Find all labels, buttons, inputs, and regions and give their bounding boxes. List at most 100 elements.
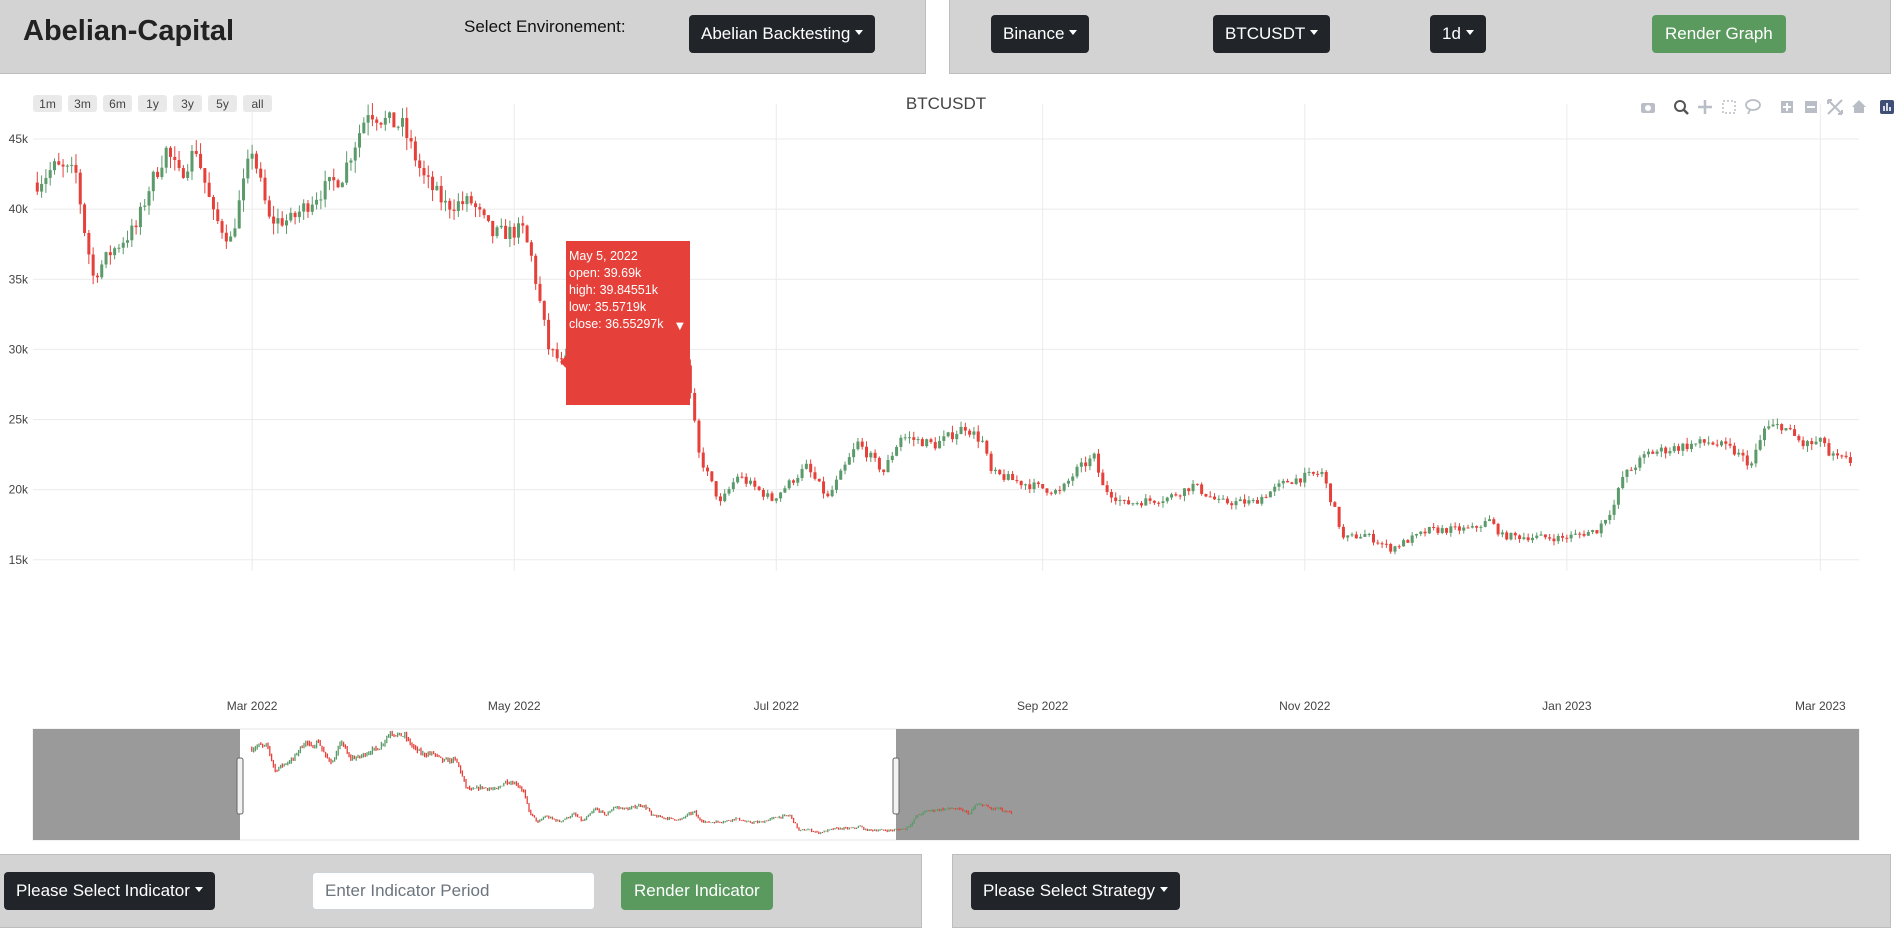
x-tick-label: May 2022	[488, 699, 541, 713]
autoscale-icon[interactable]	[1827, 99, 1843, 115]
indicator-panel: Please Select Indicator Render Indicator	[0, 854, 922, 928]
candle	[1393, 545, 1397, 555]
candle	[1780, 423, 1784, 435]
candle	[1655, 449, 1659, 457]
candle	[1492, 517, 1496, 525]
candle	[276, 208, 280, 234]
indicator-dropdown[interactable]: Please Select Indicator	[4, 872, 215, 910]
candle	[1827, 438, 1831, 457]
camera-icon[interactable]	[1641, 103, 1655, 113]
interval-dropdown[interactable]: 1d	[1430, 15, 1486, 53]
candle	[1487, 515, 1492, 522]
candle	[482, 208, 486, 219]
candle	[289, 207, 293, 223]
strategy-dropdown[interactable]: Please Select Strategy	[971, 872, 1180, 910]
candle	[293, 211, 297, 225]
range-slider-right-handle[interactable]	[892, 757, 900, 815]
candle	[1728, 438, 1732, 449]
candle	[1732, 442, 1736, 456]
candle	[1221, 494, 1225, 500]
range-button-3y[interactable]: 3y	[173, 95, 202, 112]
range-button-3m[interactable]: 3m	[68, 95, 97, 112]
candle	[920, 437, 924, 447]
range-button-1m[interactable]: 1m	[33, 95, 62, 112]
candle	[1376, 539, 1380, 545]
zoom-icon[interactable]	[1674, 100, 1689, 115]
candle	[1088, 455, 1092, 471]
zoom-in-icon[interactable]	[1781, 101, 1793, 113]
candle	[1548, 533, 1552, 541]
range-button-all[interactable]: all	[243, 95, 272, 112]
candle	[78, 168, 82, 214]
pair-dropdown[interactable]: BTCUSDT	[1213, 15, 1331, 53]
candle	[830, 485, 834, 498]
render-graph-button[interactable]: Render Graph	[1652, 15, 1786, 53]
candle	[1720, 440, 1724, 448]
environment-dropdown-label: Abelian Backtesting	[701, 24, 851, 43]
render-indicator-button[interactable]: Render Indicator	[621, 872, 773, 910]
range-slider[interactable]	[32, 728, 1860, 841]
candle	[474, 200, 478, 218]
y-tick-label: 35k	[9, 272, 29, 286]
candle	[1599, 520, 1603, 538]
candle	[100, 260, 104, 280]
candle	[955, 430, 959, 445]
plotly-logo-icon[interactable]	[1880, 100, 1894, 114]
candle	[890, 451, 894, 463]
candle	[1298, 478, 1302, 487]
candle	[151, 170, 155, 201]
range-slider-mini-chart	[251, 730, 896, 835]
candle	[242, 168, 246, 212]
candle	[491, 220, 495, 244]
candle	[1561, 532, 1565, 542]
candle	[220, 218, 224, 239]
range-button-5y[interactable]: 5y	[208, 95, 237, 112]
candle	[865, 441, 869, 462]
box-select-icon[interactable]	[1722, 100, 1736, 114]
candle	[1122, 499, 1126, 505]
candle	[1071, 473, 1075, 486]
candle	[405, 107, 409, 151]
candle	[1440, 525, 1444, 535]
candle	[1268, 490, 1272, 498]
candlestick-chart[interactable]: 15k 20k 25k 30k 35k 40k 45k Mar 2022 May 2022 Ju…	[0, 76, 1903, 852]
candle	[740, 472, 744, 479]
range-button-label: 1m	[39, 97, 56, 111]
candle	[1058, 485, 1062, 495]
tooltip-decreasing-icon: ▼	[676, 321, 684, 332]
candle	[1311, 471, 1315, 476]
candle	[61, 159, 65, 178]
range-slider-left-handle[interactable]	[236, 757, 244, 815]
candle	[1758, 434, 1762, 451]
environment-dropdown[interactable]: Abelian Backtesting	[689, 15, 876, 53]
candle	[65, 164, 69, 173]
candle	[718, 493, 722, 506]
candle	[121, 237, 125, 255]
candle	[272, 205, 276, 235]
exchange-dropdown[interactable]: Binance	[991, 15, 1090, 53]
candle	[1019, 480, 1023, 489]
candle	[899, 434, 903, 452]
candle	[224, 224, 228, 249]
range-button-1y[interactable]: 1y	[138, 95, 167, 112]
indicator-period-input[interactable]	[312, 872, 595, 910]
lasso-icon[interactable]	[1745, 99, 1761, 115]
candle	[418, 153, 422, 177]
candle	[1234, 497, 1238, 510]
candle	[409, 129, 413, 149]
candle	[267, 195, 271, 219]
candle	[542, 300, 546, 326]
candle	[1419, 531, 1423, 537]
candle	[91, 247, 95, 285]
candle	[44, 169, 48, 193]
candle	[1668, 447, 1672, 457]
reset-axes-icon[interactable]	[1852, 100, 1866, 113]
candle	[319, 190, 323, 210]
candle	[555, 342, 559, 362]
candle	[1629, 466, 1633, 471]
candle	[963, 422, 967, 436]
pan-icon[interactable]	[1698, 100, 1712, 114]
zoom-out-icon[interactable]	[1805, 101, 1817, 113]
chart-canvas[interactable]: 15k 20k 25k 30k 35k 40k 45k Mar 2022 May 2022 Ju…	[0, 76, 1903, 852]
range-button-6m[interactable]: 6m	[103, 95, 132, 112]
